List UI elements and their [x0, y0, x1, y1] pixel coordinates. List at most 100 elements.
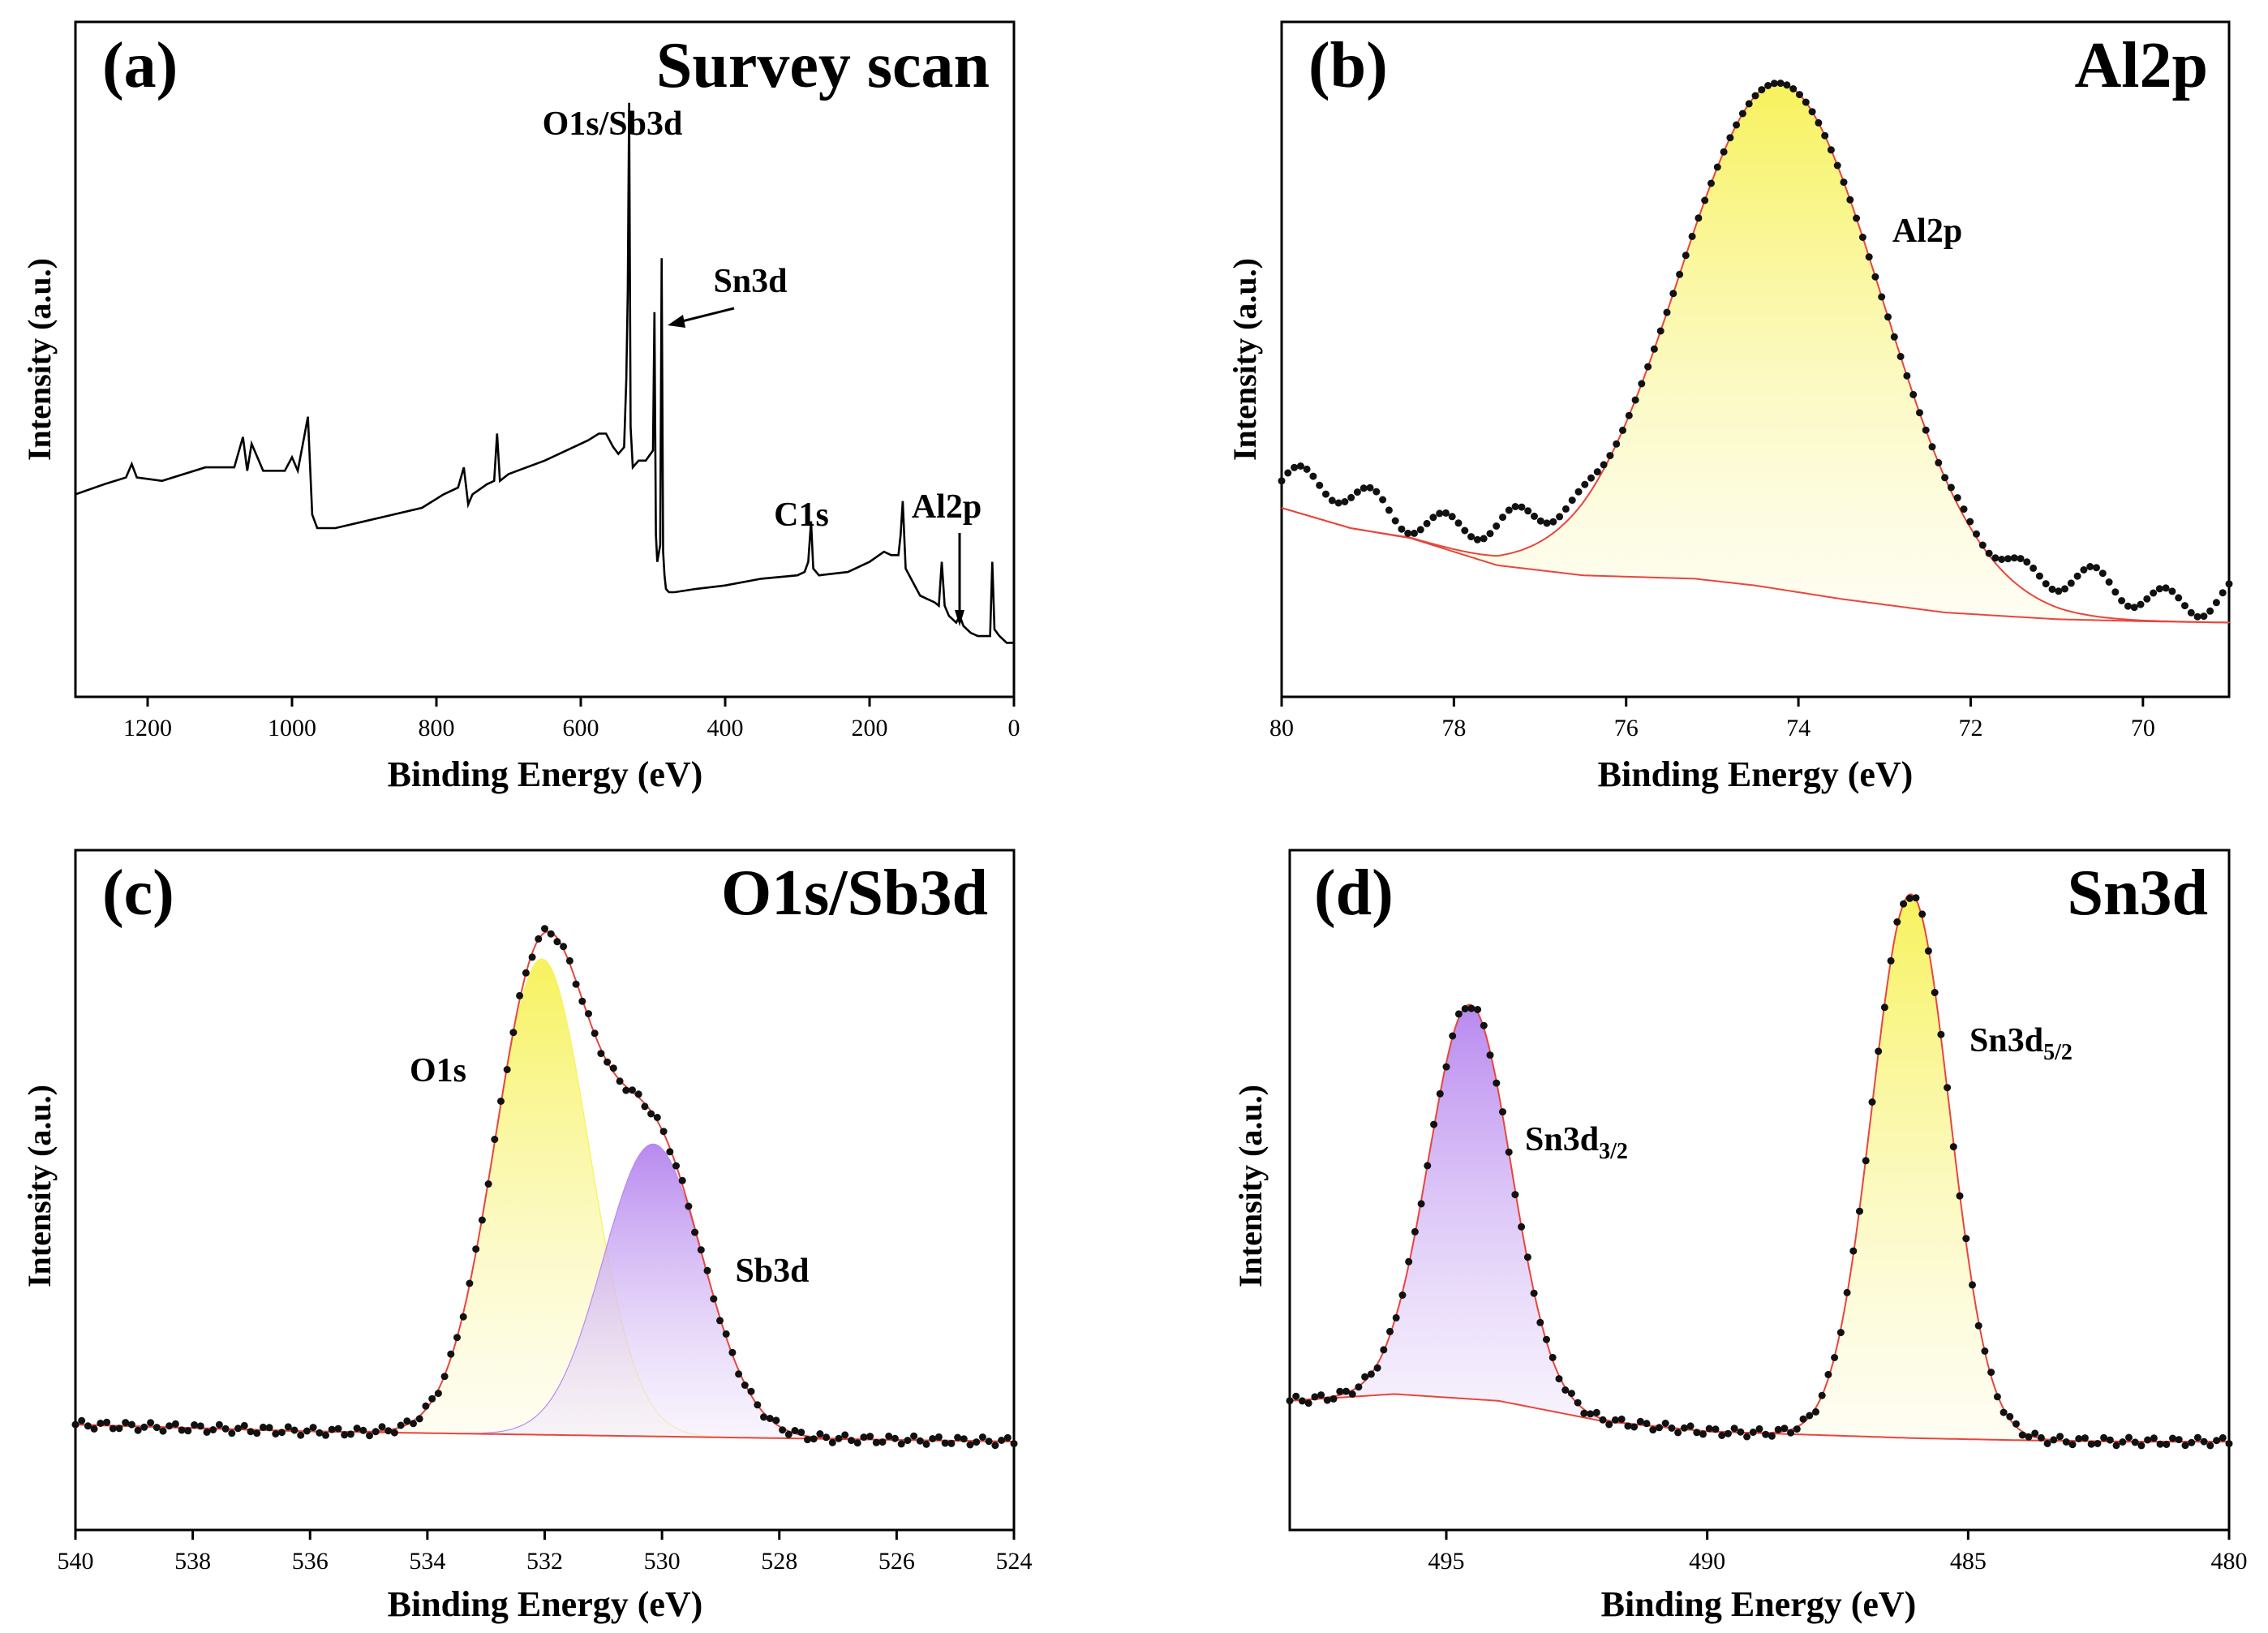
data-point [1824, 1370, 1832, 1378]
x-axis-label-d: Binding Energy (eV) [1601, 1584, 1917, 1624]
data-point [1284, 469, 1292, 477]
data-point [2155, 585, 2163, 593]
data-point [221, 1425, 230, 1433]
data-point [1799, 1415, 1807, 1423]
data-point [2213, 1437, 2221, 1445]
data-point [841, 1431, 849, 1439]
data-point [1656, 1424, 1663, 1432]
peak-label-sn3d52-main: Sn3d [1969, 1022, 2043, 1059]
data-point [1630, 1423, 1639, 1431]
data-point [934, 1433, 943, 1441]
data-point [1960, 505, 1968, 514]
data-point [316, 1429, 324, 1437]
data-point [1768, 1432, 1776, 1440]
data-point [659, 1128, 668, 1136]
data-point [991, 1442, 999, 1450]
panel-b: (b) Al2p Intensity (a.u.) Binding Energy… [1226, 20, 2233, 794]
data-point [247, 1428, 255, 1436]
data-point [509, 1029, 518, 1037]
data-point [1836, 1329, 1845, 1337]
data-point [2100, 1433, 2108, 1442]
data-point [1613, 440, 1621, 448]
data-point [973, 1438, 981, 1446]
data-point [234, 1425, 242, 1433]
data-point [922, 1440, 930, 1448]
x-tick-label: 1200 [123, 715, 172, 741]
data-point [2042, 580, 2050, 588]
data-point [196, 1422, 204, 1430]
data-point [1380, 1346, 1388, 1354]
data-point [591, 1029, 599, 1038]
data-point [1818, 1391, 1826, 1399]
data-point [2169, 1434, 2176, 1442]
panel-letter-c: (c) [102, 857, 174, 929]
data-point [1493, 522, 1501, 530]
data-point [2212, 599, 2220, 607]
data-point [1812, 1407, 1819, 1416]
x-tick-label: 200 [852, 715, 888, 741]
data-point [2181, 602, 2189, 610]
data-point [791, 1427, 799, 1434]
data-point [1928, 443, 1936, 451]
data-point [1701, 196, 1709, 204]
data-point [1292, 1392, 1300, 1400]
data-point [1505, 506, 1513, 514]
data-point [1411, 529, 1418, 537]
data-point [1890, 333, 1898, 341]
data-point [2000, 1408, 2008, 1416]
data-point [1912, 894, 1920, 902]
data-point [2056, 1433, 2064, 1441]
peak-label-sn3d52: Sn3d5/2 [1969, 1022, 2073, 1065]
data-point [1511, 503, 1519, 510]
data-point [578, 997, 586, 1005]
data-point [359, 1426, 367, 1434]
data-point [941, 1439, 949, 1447]
data-point [1317, 1391, 1325, 1399]
data-point [1373, 1364, 1381, 1372]
data-point [1755, 1425, 1763, 1433]
data-point [1467, 1004, 1475, 1012]
data-point [2112, 1442, 2120, 1450]
data-point [1821, 131, 1829, 140]
data-point [1726, 134, 1734, 142]
data-point [2219, 1433, 2227, 1442]
data-point [1304, 1399, 1312, 1407]
x-tick-label: 70 [2131, 715, 2155, 741]
data-point [1593, 468, 1601, 476]
peak-fills-d [1289, 893, 2229, 1442]
x-tick-label: 0 [1008, 715, 1020, 741]
data-point [184, 1427, 192, 1435]
data-point [2119, 1438, 2127, 1446]
data-point [1661, 1420, 1669, 1427]
x-ticks-a: 1200 1000 800 600 400 200 0 [123, 697, 1020, 741]
data-point [1985, 549, 1993, 557]
data-point [1774, 1425, 1782, 1433]
y-axis-label-a: Intensity (a.u.) [21, 258, 58, 461]
data-point [1937, 1030, 1945, 1038]
data-point [653, 1114, 661, 1121]
x-ticks-c: 540 538 536 534 532 530 528 526 524 [58, 1530, 1033, 1575]
data-point [2035, 572, 2043, 580]
data-point [1574, 488, 1583, 496]
data-point [1405, 1257, 1413, 1266]
data-points-b [1278, 80, 2233, 621]
data-point [1355, 1383, 1363, 1391]
data-point [1762, 1430, 1770, 1438]
data-point [2187, 608, 2195, 617]
data-point [1303, 465, 1311, 473]
data-point [1605, 1420, 1613, 1429]
data-point [1416, 526, 1424, 534]
x-tick-label: 78 [1441, 715, 1466, 741]
data-point [1436, 509, 1444, 518]
data-point [1787, 1429, 1795, 1437]
data-point [1887, 956, 1895, 965]
data-point [71, 1420, 79, 1429]
data-point [1724, 1429, 1732, 1437]
data-point [741, 1382, 749, 1389]
data-point [1360, 484, 1368, 492]
data-point [560, 943, 568, 951]
data-point [1903, 372, 1911, 380]
data-point [1909, 390, 1918, 398]
data-point [1751, 92, 1759, 100]
data-point [954, 1433, 962, 1442]
